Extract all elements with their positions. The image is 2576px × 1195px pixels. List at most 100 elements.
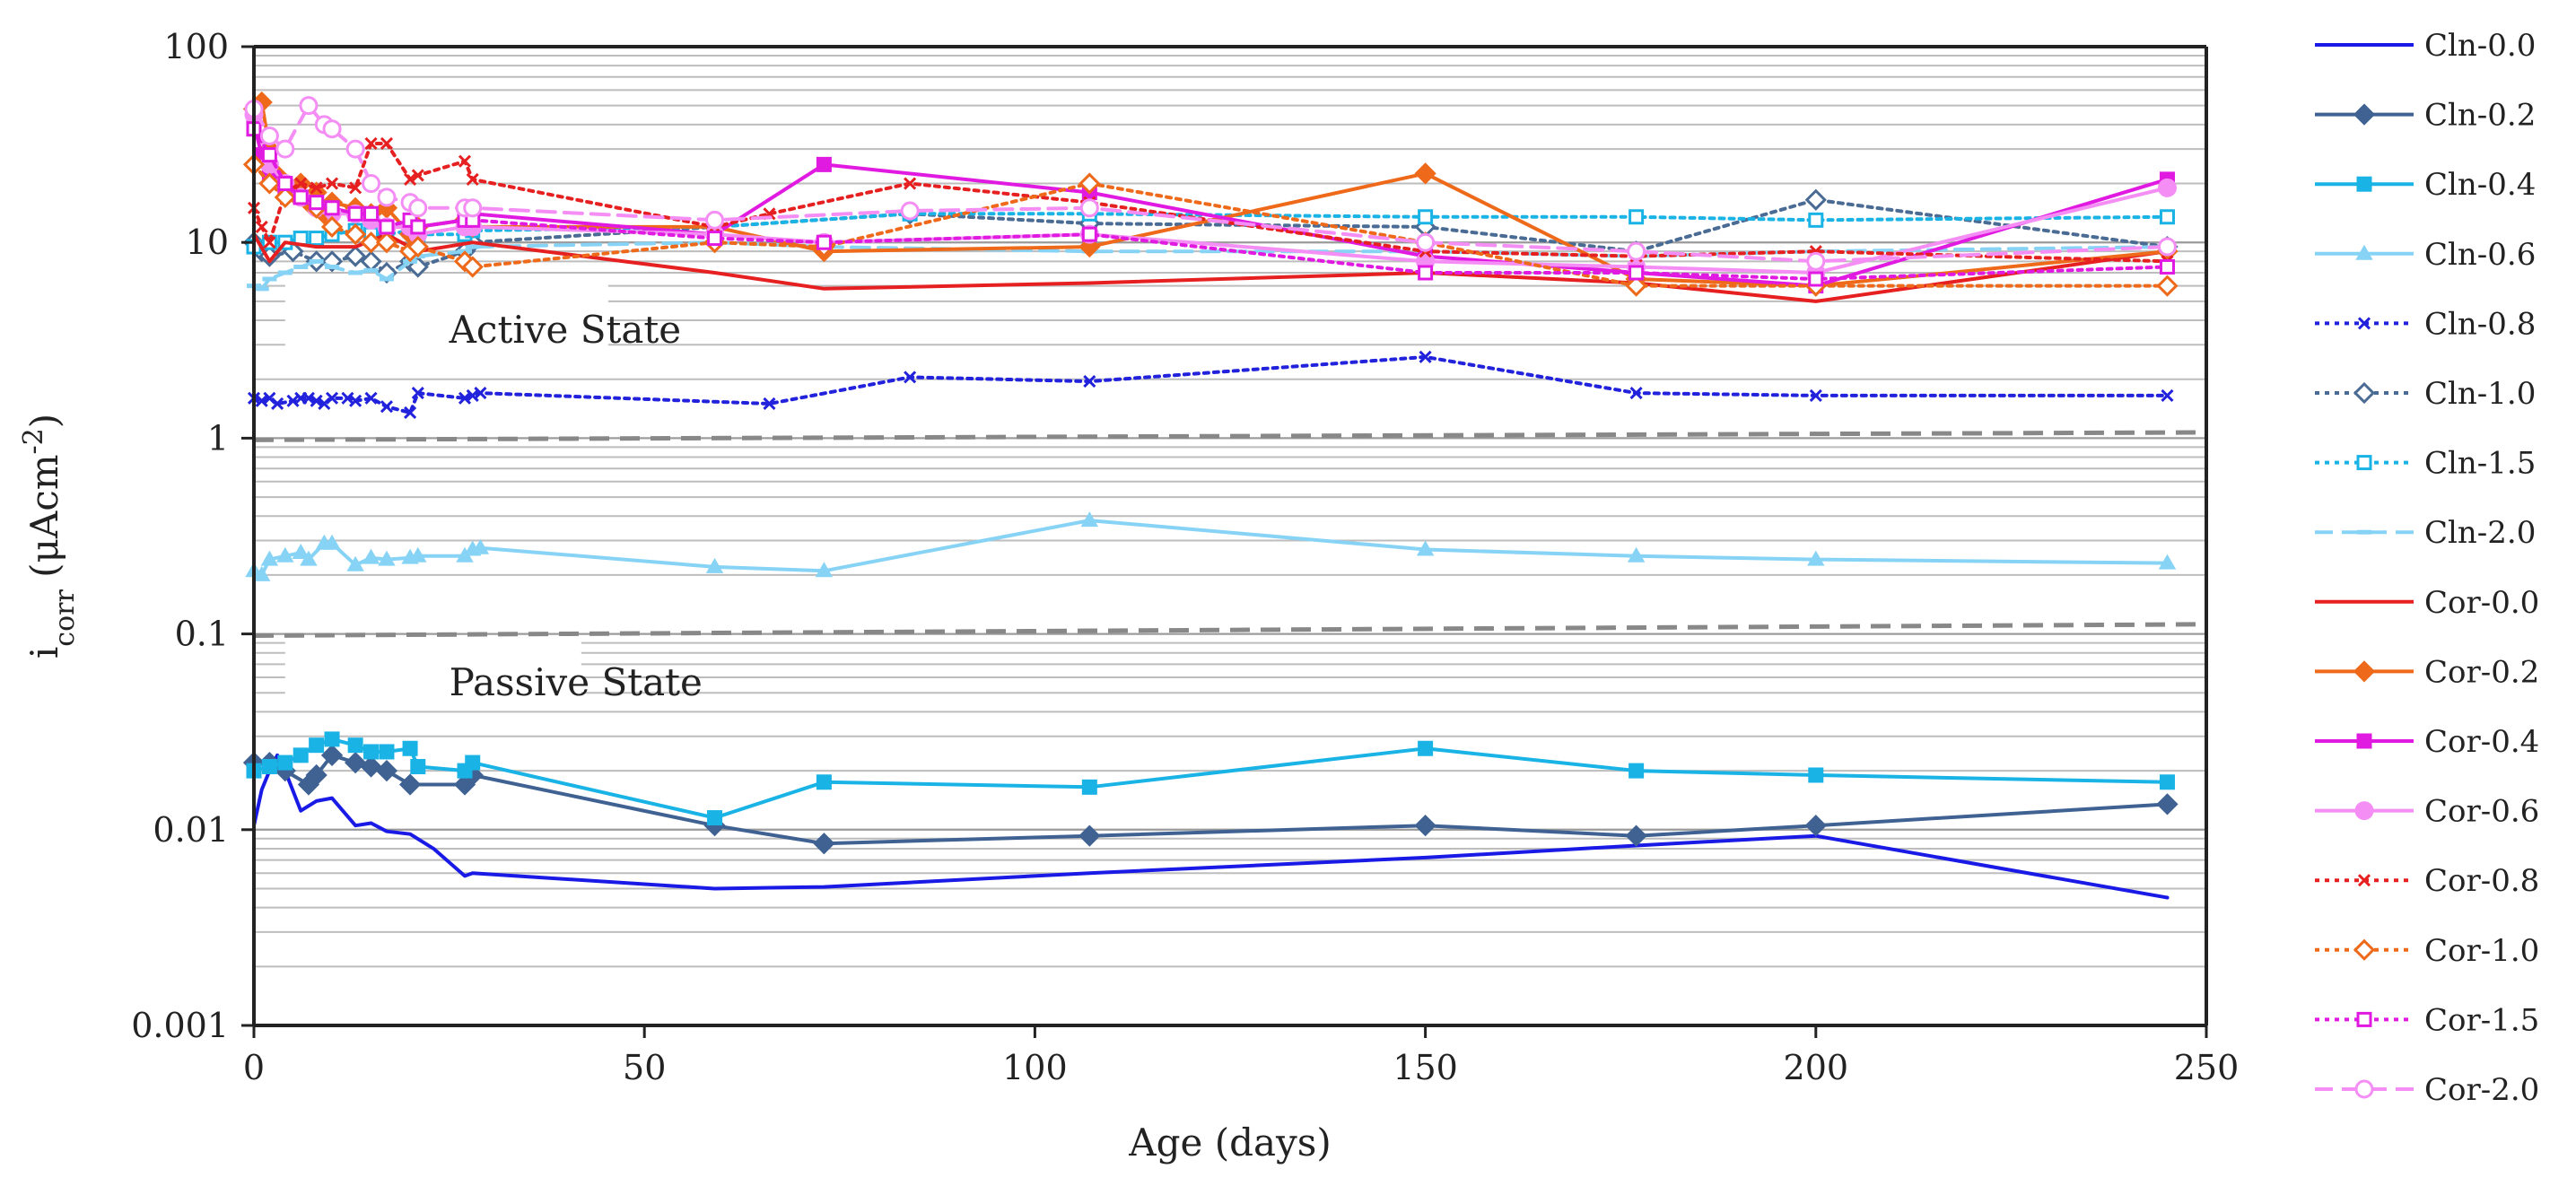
data-point — [1416, 540, 1435, 556]
data-point — [341, 391, 354, 405]
data-point — [362, 174, 381, 194]
legend-label: Cln-0.4 — [2424, 167, 2536, 203]
data-point — [458, 154, 472, 168]
data-point — [318, 397, 331, 411]
passive-state-box — [284, 639, 581, 702]
data-point — [2157, 178, 2177, 197]
data-point — [1625, 824, 1647, 847]
data-point — [1414, 162, 1436, 185]
series-Cor-2.0 — [244, 96, 2177, 271]
data-point — [324, 200, 340, 216]
data-point — [705, 557, 724, 573]
y-axis-title: icorr (μAcm-2) — [18, 414, 81, 659]
data-point — [404, 172, 417, 186]
data-point — [320, 215, 344, 239]
data-point — [816, 156, 832, 172]
legend-label: Cor-2.0 — [2424, 1072, 2539, 1108]
legend-item-Cln-0.8[interactable]: Cln-0.8 — [2315, 306, 2536, 342]
data-point — [310, 181, 323, 195]
series-line — [252, 232, 2170, 303]
legend-item-Cln-0.0[interactable]: Cln-0.0 — [2315, 28, 2536, 64]
legend-item-Cln-0.4[interactable]: Cln-0.4 — [2315, 167, 2536, 203]
data-point — [707, 810, 723, 826]
data-point — [258, 172, 281, 195]
legend-label: Cln-0.2 — [2424, 98, 2536, 134]
legend-item-Cor-0.2[interactable]: Cor-0.2 — [2315, 654, 2539, 690]
data-point — [411, 169, 424, 182]
data-point — [286, 394, 300, 407]
state-label-boxes — [284, 283, 608, 702]
legend-item-Cor-0.4[interactable]: Cor-0.4 — [2315, 724, 2539, 760]
active-state-label: Active State — [449, 308, 682, 352]
axes — [252, 45, 2208, 1027]
legend-item-Cor-0.8[interactable]: Cor-0.8 — [2315, 863, 2539, 899]
legend-item-Cln-1.5[interactable]: Cln-1.5 — [2315, 446, 2536, 482]
legend-item-Cln-2.0[interactable]: Cln-2.0 — [2315, 515, 2536, 551]
data-point — [363, 744, 380, 760]
data-point — [379, 744, 395, 760]
legend-item-Cln-1.0[interactable]: Cln-1.0 — [2315, 376, 2536, 412]
data-point — [1418, 265, 1434, 281]
data-point — [309, 195, 325, 211]
data-point — [363, 205, 380, 222]
data-point — [2161, 388, 2174, 403]
y-tick-label: 0.01 — [153, 810, 229, 850]
legend-item-Cln-0.6[interactable]: Cln-0.6 — [2315, 237, 2536, 273]
legend-label: Cln-1.5 — [2424, 446, 2536, 482]
data-point — [1629, 387, 1643, 400]
legend-item-Cor-0.0[interactable]: Cor-0.0 — [2315, 585, 2539, 621]
tick-labels: 0 50 100 150 200 250 0.001 0.01 0.1 1 10 100 — [131, 27, 2239, 1087]
data-point — [345, 245, 367, 267]
series-Cln-0.2 — [242, 744, 2179, 855]
series-Cln-0.6 — [245, 511, 2177, 581]
data-point — [1414, 815, 1436, 837]
data-point — [271, 397, 284, 411]
data-point — [349, 181, 362, 195]
data-point — [364, 136, 378, 151]
data-point — [904, 371, 917, 384]
data-point — [410, 219, 426, 235]
legend-marker — [2357, 874, 2371, 887]
data-point — [705, 210, 725, 230]
data-point — [300, 550, 318, 566]
legend-item-Cln-0.2[interactable]: Cln-0.2 — [2315, 98, 2536, 134]
data-point — [324, 731, 340, 747]
legend-item-Cor-1.0[interactable]: Cor-1.0 — [2315, 933, 2539, 969]
data-point — [380, 400, 394, 414]
data-point — [347, 737, 363, 754]
x-tick-label: 0 — [243, 1048, 265, 1087]
legend-label: Cln-0.8 — [2424, 306, 2536, 342]
legend-marker — [2356, 1011, 2372, 1027]
legend-item-Cor-2.0[interactable]: Cor-2.0 — [2315, 1072, 2539, 1108]
data-point — [813, 833, 835, 855]
data-point — [471, 538, 490, 554]
legend-item-Cor-1.5[interactable]: Cor-1.5 — [2315, 1002, 2539, 1038]
data-point — [255, 394, 268, 407]
data-point — [1081, 226, 1097, 242]
y-axis-title-sub: corr — [49, 589, 81, 647]
legend[interactable]: Cln-0.0 Cln-0.2 Cln-0.4 Cln-0.6 Cln-0.8 Cln-1… — [2315, 28, 2539, 1108]
legend-label: Cor-0.0 — [2424, 585, 2539, 621]
data-point — [763, 397, 776, 411]
data-point — [1804, 188, 1827, 211]
legend-marker — [2356, 733, 2372, 749]
data-point — [411, 387, 424, 400]
data-point — [466, 172, 479, 186]
data-point — [1808, 271, 1824, 287]
y-tick-label: 1 — [207, 418, 229, 458]
data-point — [360, 231, 382, 254]
data-point — [410, 758, 426, 774]
data-point — [1078, 824, 1101, 847]
legend-label: Cor-0.6 — [2424, 794, 2539, 830]
legend-marker — [2354, 801, 2374, 821]
data-point — [261, 758, 277, 774]
x-tick-label: 150 — [1393, 1048, 1458, 1087]
data-point — [1625, 275, 1647, 297]
legend-label: Cor-0.4 — [2424, 724, 2539, 760]
legend-item-Cor-0.6[interactable]: Cor-0.6 — [2315, 794, 2539, 830]
data-point — [816, 234, 832, 250]
data-point — [1806, 251, 1826, 271]
data-point — [1419, 350, 1432, 363]
x-tick-label: 250 — [2174, 1048, 2240, 1087]
